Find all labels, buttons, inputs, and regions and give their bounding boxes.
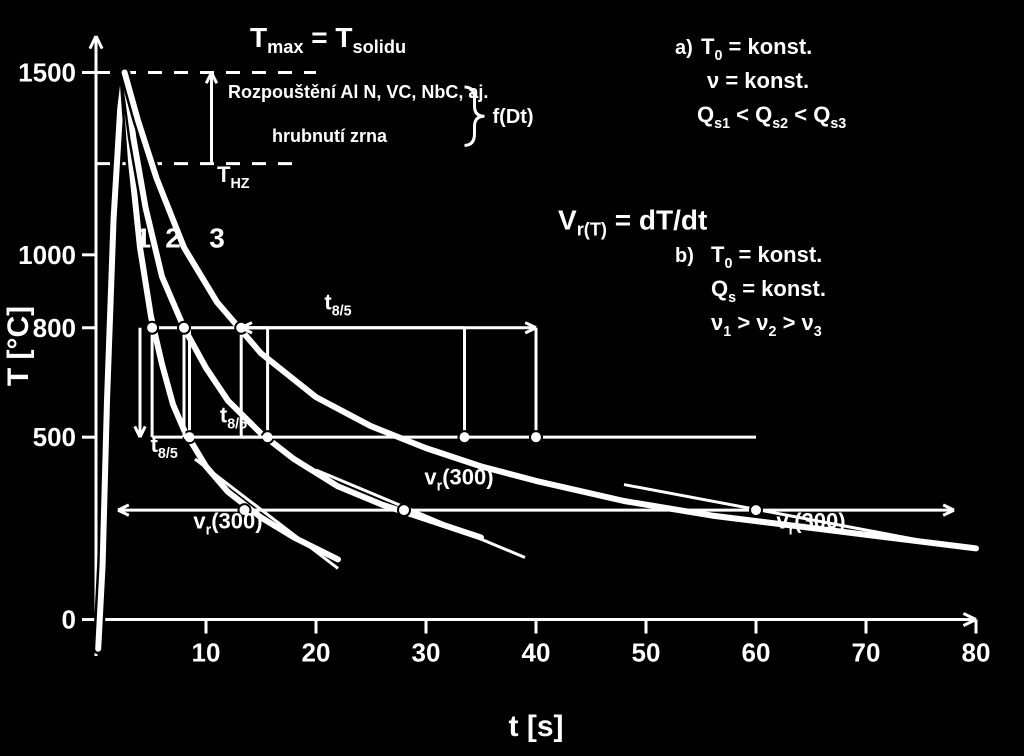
svg-text:500: 500	[33, 422, 76, 452]
svg-text:1500: 1500	[18, 57, 76, 87]
svg-text:70: 70	[852, 638, 881, 668]
svg-text:40: 40	[522, 638, 551, 668]
side-b-head: b)	[675, 245, 694, 267]
side-a-2: ν = konst.	[707, 68, 809, 93]
svg-text:20: 20	[302, 638, 331, 668]
marker-300-3	[750, 504, 762, 516]
svg-text:1000: 1000	[18, 240, 76, 270]
y-axis-title: T [°C]	[2, 306, 35, 386]
svg-text:30: 30	[412, 638, 441, 668]
svg-text:10: 10	[192, 638, 221, 668]
label-dissolution: Rozpouštění Al N, VC, NbC, aj.	[228, 82, 488, 102]
curve-label-3: 3	[209, 223, 225, 254]
label-grain: hrubnutí zrna	[272, 126, 388, 146]
x-axis-title: t [s]	[509, 710, 564, 743]
svg-text:60: 60	[742, 638, 771, 668]
svg-text:800: 800	[33, 313, 76, 343]
label-fdt: f(Dt)	[493, 106, 534, 128]
side-a-head: a)	[675, 37, 693, 59]
svg-text:50: 50	[632, 638, 661, 668]
curve-label-1: 1	[136, 223, 152, 254]
svg-text:80: 80	[962, 638, 991, 668]
svg-text:0: 0	[62, 605, 76, 635]
curve-label-2: 2	[165, 223, 181, 254]
marker-300-2	[398, 504, 410, 516]
